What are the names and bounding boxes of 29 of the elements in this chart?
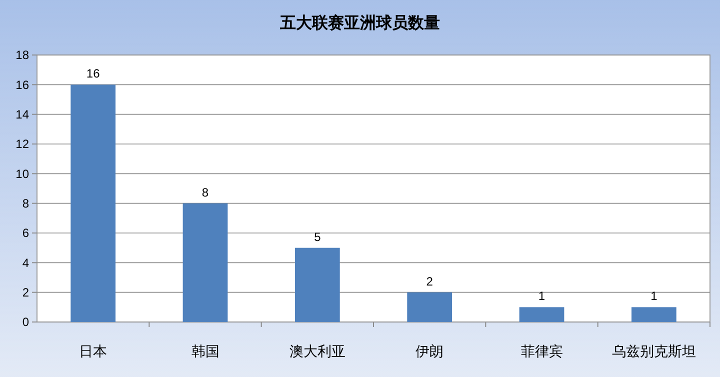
y-tick-label: 0 (22, 315, 30, 330)
y-tick-label: 14 (16, 108, 30, 122)
y-tick-label: 18 (16, 48, 30, 62)
y-tick-label: 8 (22, 196, 30, 211)
bar (182, 203, 228, 322)
x-tick-label: 澳大利亚 (289, 344, 346, 360)
bar (407, 292, 452, 322)
bar (70, 84, 116, 322)
y-tick-label: 2 (22, 286, 30, 300)
x-tick-label: 伊朗 (416, 344, 444, 360)
x-tick-label: 菲律宾 (520, 344, 563, 360)
chart-title: 五大联赛亚洲球员数量 (279, 13, 440, 32)
bar (519, 307, 564, 322)
data-label: 1 (650, 289, 658, 304)
data-label: 2 (426, 274, 434, 288)
x-tick-label: 乌兹别克斯坦 (612, 344, 696, 360)
bar (631, 307, 676, 322)
y-tick-label: 6 (22, 226, 30, 240)
x-tick-label: 日本 (79, 344, 108, 360)
bar (294, 248, 340, 322)
y-tick-label: 4 (22, 256, 30, 270)
data-label: 1 (538, 289, 546, 304)
data-label: 5 (314, 230, 322, 244)
data-label: 8 (202, 185, 209, 200)
y-tick-label: 12 (16, 137, 30, 152)
x-tick-label: 韩国 (191, 344, 220, 360)
data-label: 16 (86, 66, 100, 81)
y-tick-label: 16 (16, 78, 30, 92)
y-tick-label: 10 (16, 166, 30, 181)
